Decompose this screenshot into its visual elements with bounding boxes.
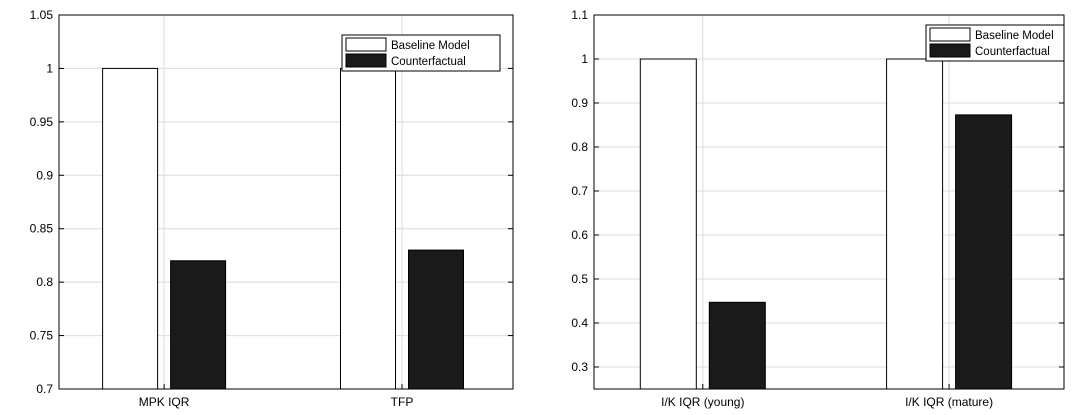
chart-panel-1: 0.7 0.75 0.8 0.85 0.9 0.95 1 1.05 MPK IQR TFP Base… xyxy=(30,8,514,409)
y-tick-label: 1.05 xyxy=(30,8,54,22)
bar-baseline xyxy=(339,67,396,390)
y-tick-label: 1.1 xyxy=(571,8,588,22)
x-tick-label: I/K IQR (young) xyxy=(661,395,744,409)
legend-label: Baseline Model xyxy=(975,30,1054,42)
y-tick-label: 0.8 xyxy=(571,140,588,154)
bar-counterfactual xyxy=(407,249,464,390)
legend-swatch xyxy=(929,27,971,42)
y-tick-label: 0.4 xyxy=(571,316,588,330)
legend: Baseline Model Counterfactual xyxy=(341,34,501,72)
bar-baseline xyxy=(886,58,944,390)
axes-box xyxy=(58,14,514,390)
y-tick-label: 0.9 xyxy=(36,168,53,182)
y-tick-label: 0.7 xyxy=(36,382,53,396)
y-tick-label: 0.7 xyxy=(571,184,588,198)
legend-label: Baseline Model xyxy=(391,40,470,52)
y-tick-label: 0.95 xyxy=(30,115,54,129)
y-tick-label: 0.9 xyxy=(571,96,588,110)
x-tick-label: I/K IQR (mature) xyxy=(905,395,993,409)
legend-label: Counterfactual xyxy=(975,46,1050,58)
x-tick-label: TFP xyxy=(391,395,414,409)
bar-counterfactual xyxy=(708,301,766,390)
y-tick-label: 1 xyxy=(46,61,53,75)
bar-counterfactual xyxy=(170,260,227,390)
legend-swatch xyxy=(929,43,971,58)
y-tick-label: 0.8 xyxy=(36,275,53,289)
bar-counterfactual xyxy=(955,114,1013,390)
axes-box xyxy=(593,14,1065,390)
y-tick-label: 0.6 xyxy=(571,228,588,242)
bar-baseline xyxy=(102,67,159,390)
chart-panel-2: 0.3 0.4 0.5 0.6 0.7 0.8 0.9 1 1.1 I/K IQR (young)… xyxy=(571,8,1065,409)
bar-baseline xyxy=(639,58,697,390)
y-tick-label: 0.85 xyxy=(30,222,54,236)
legend-label: Counterfactual xyxy=(391,56,466,68)
legend-swatch xyxy=(345,53,387,68)
legend: Baseline Model Counterfactual xyxy=(925,24,1065,62)
y-tick-label: 0.75 xyxy=(30,329,54,343)
y-tick-label: 0.5 xyxy=(571,272,588,286)
y-tick-label: 0.3 xyxy=(571,360,588,374)
legend-swatch xyxy=(345,37,387,52)
x-tick-label: MPK IQR xyxy=(139,395,190,409)
y-tick-label: 1 xyxy=(581,52,588,66)
